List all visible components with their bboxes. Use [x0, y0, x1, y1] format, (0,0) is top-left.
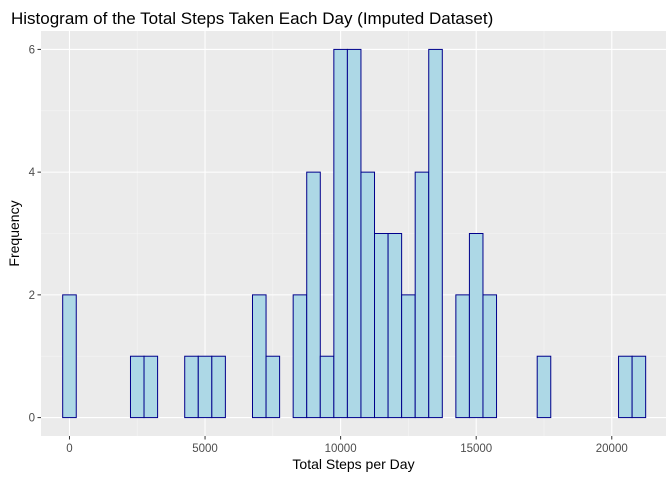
histogram-bar: [143, 355, 159, 419]
x-axis: 0 5000 10000 15000 20000: [66, 436, 628, 455]
histogram-bar: [184, 355, 199, 419]
histogram-bar: [536, 355, 552, 419]
histogram-bar: [346, 48, 362, 419]
chart-title: Histogram of the Total Steps Taken Each …: [11, 9, 493, 28]
histogram-bar: [455, 294, 470, 419]
y-axis: 0 2 4 6: [29, 44, 41, 425]
y-tick-label: 2: [29, 290, 35, 302]
histogram-bar: [129, 355, 145, 419]
histogram-bar: [211, 355, 226, 419]
histogram-bars: [62, 48, 647, 419]
histogram-bar: [428, 48, 443, 419]
x-tick-label: 5000: [192, 443, 218, 455]
histogram-bar: [319, 355, 335, 419]
histogram-bar: [62, 294, 77, 419]
x-tick-label: 0: [66, 443, 72, 455]
histogram-bar: [333, 48, 348, 419]
histogram-bar: [618, 355, 633, 419]
histogram-bar: [360, 171, 376, 419]
histogram-bar: [482, 294, 498, 419]
y-tick-label: 4: [29, 167, 36, 179]
x-tick-label: 20000: [596, 443, 628, 455]
histogram-bar: [387, 233, 403, 419]
histogram-bar: [292, 294, 308, 419]
histogram-bar: [414, 171, 430, 419]
x-tick-label: 15000: [460, 443, 492, 455]
y-tick-label: 0: [29, 413, 35, 425]
histogram-bar: [251, 294, 267, 419]
x-tick-label: 10000: [325, 443, 357, 455]
histogram-bar: [306, 171, 321, 419]
y-axis-title: Frequency: [6, 200, 22, 266]
x-axis-title: Total Steps per Day: [292, 456, 414, 472]
histogram-bar: [468, 233, 484, 419]
histogram-bar: [401, 294, 416, 419]
histogram-bar: [197, 355, 213, 419]
histogram-bar: [631, 355, 647, 419]
y-tick-label: 6: [29, 44, 35, 56]
histogram-bar: [374, 233, 389, 419]
histogram-bar: [265, 355, 281, 419]
